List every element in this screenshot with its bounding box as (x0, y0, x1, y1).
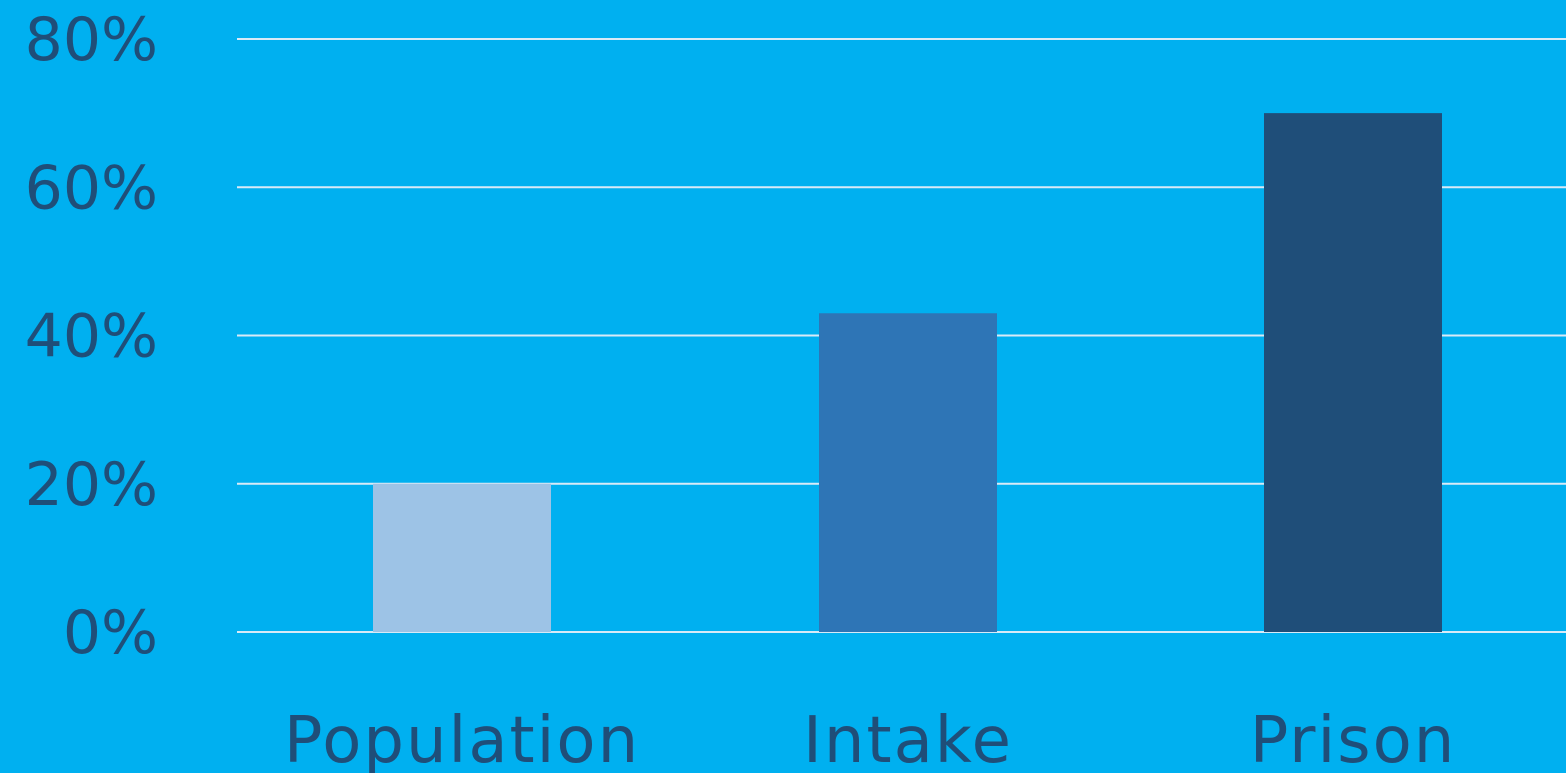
bar-prison (1264, 113, 1442, 632)
bar-population (373, 483, 551, 632)
bars (373, 113, 1442, 632)
x-category-label: Population (284, 704, 640, 773)
x-category-label: Intake (803, 704, 1013, 773)
y-tick-label: 40% (25, 302, 158, 372)
y-tick-label: 20% (25, 450, 158, 520)
y-tick-label: 60% (25, 153, 158, 223)
y-tick-label: 80% (25, 5, 158, 75)
y-tick-label: 0% (63, 598, 158, 668)
y-axis-ticks: 0% 20% 40% 60% 80% (25, 5, 158, 668)
x-axis-labels: Population Intake Prison (284, 704, 1457, 773)
bar-intake (819, 313, 997, 632)
x-category-label: Prison (1250, 704, 1457, 773)
